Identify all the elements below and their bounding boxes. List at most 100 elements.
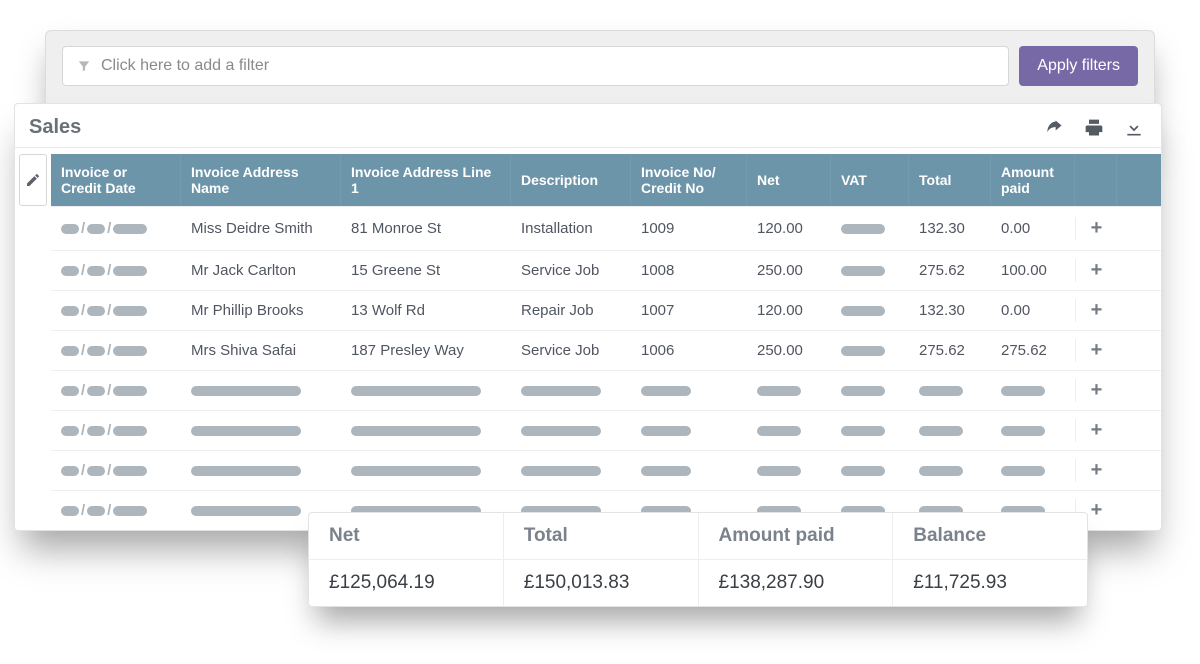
redacted-value	[919, 426, 963, 436]
redacted-value	[351, 426, 481, 436]
filter-input[interactable]: Click here to add a filter	[62, 46, 1009, 86]
redacted-value	[641, 426, 691, 436]
cell-net: 120.00	[747, 220, 831, 237]
th-net[interactable]: Net	[747, 154, 831, 206]
redacted-value	[1001, 386, 1045, 396]
cell-inv: 1006	[631, 342, 747, 359]
expand-row-button[interactable]: +	[1075, 259, 1117, 282]
summary-total-label: Total	[524, 525, 678, 547]
redacted-value	[191, 426, 301, 436]
redacted-value	[191, 506, 301, 516]
table-row[interactable]: // +	[51, 370, 1161, 410]
redacted-date: //	[61, 502, 147, 519]
cell-inv: 1009	[631, 220, 747, 237]
redacted-value	[521, 426, 601, 436]
cell-net: 120.00	[747, 302, 831, 319]
th-plus	[1075, 154, 1117, 206]
cell-desc: Installation	[511, 220, 631, 237]
print-icon[interactable]	[1083, 118, 1105, 138]
table-row[interactable]: //Miss Deidre Smith81 Monroe StInstallat…	[51, 206, 1161, 250]
summary-card: Net Total Amount paid Balance £125,064.1…	[308, 512, 1088, 607]
redacted-date: //	[61, 262, 147, 279]
panel-title: Sales	[19, 116, 1043, 139]
redacted-value	[641, 466, 691, 476]
redacted-value	[841, 266, 885, 276]
expand-row-button[interactable]: +	[1075, 339, 1117, 362]
cell-name: Mrs Shiva Safai	[181, 342, 341, 359]
th-addr[interactable]: Invoice Address Line 1	[341, 154, 511, 206]
redacted-value	[841, 386, 885, 396]
expand-row-button[interactable]: +	[1075, 217, 1117, 240]
sales-panel: Sales Invoice or Credit Date Invoice Add…	[14, 103, 1162, 531]
redacted-value	[521, 466, 601, 476]
redacted-value	[841, 346, 885, 356]
summary-bal-label: Balance	[913, 525, 1067, 547]
apply-filters-button[interactable]: Apply filters	[1019, 46, 1138, 86]
redacted-value	[757, 466, 801, 476]
table-row[interactable]: //+	[51, 450, 1161, 490]
th-name[interactable]: Invoice Address Name	[181, 154, 341, 206]
expand-row-button[interactable]: +	[1075, 379, 1117, 402]
cell-desc: Service Job	[511, 262, 631, 279]
panel-header: Sales	[15, 104, 1161, 148]
table-header: Invoice or Credit Date Invoice Address N…	[51, 154, 1161, 206]
cell-net: 250.00	[747, 342, 831, 359]
table-row[interactable]: // Mr Jack Carlton15 Greene StService Job…	[51, 250, 1161, 290]
cell-amt: 0.00	[991, 302, 1075, 319]
table-row[interactable]: //Mr Phillip Brooks13 Wolf RdRepair Job1…	[51, 290, 1161, 330]
redacted-value	[919, 466, 963, 476]
table-row[interactable]: //+	[51, 410, 1161, 450]
cell-name: Mr Phillip Brooks	[181, 302, 341, 319]
cell-total: 132.30	[909, 302, 991, 319]
redacted-value	[841, 466, 885, 476]
filter-icon	[77, 59, 91, 73]
share-icon[interactable]	[1043, 118, 1065, 138]
cell-name: Mr Jack Carlton	[181, 262, 341, 279]
redacted-value	[757, 426, 801, 436]
cell-net: 250.00	[747, 262, 831, 279]
cell-desc: Service Job	[511, 342, 631, 359]
redacted-date: //	[61, 382, 147, 399]
redacted-value	[351, 386, 481, 396]
expand-row-button[interactable]: +	[1075, 419, 1117, 442]
redacted-value	[919, 386, 963, 396]
filter-placeholder: Click here to add a filter	[101, 57, 269, 75]
th-inv[interactable]: Invoice No/ Credit No	[631, 154, 747, 206]
cell-inv: 1008	[631, 262, 747, 279]
download-icon[interactable]	[1123, 118, 1145, 138]
th-vat[interactable]: VAT	[831, 154, 909, 206]
redacted-date: //	[61, 302, 147, 319]
expand-row-button[interactable]: +	[1075, 299, 1117, 322]
cell-amt: 275.62	[991, 342, 1075, 359]
summary-bal-value: £11,725.93	[913, 572, 1067, 594]
summary-amt-label: Amount paid	[719, 525, 873, 547]
table-row[interactable]: // Mrs Shiva Safai187 Presley WayService …	[51, 330, 1161, 370]
cell-total: 275.62	[909, 262, 991, 279]
summary-net-label: Net	[329, 525, 483, 547]
cell-desc: Repair Job	[511, 302, 631, 319]
th-desc[interactable]: Description	[511, 154, 631, 206]
redacted-value	[841, 224, 885, 234]
cell-name: Miss Deidre Smith	[181, 220, 341, 237]
cell-total: 275.62	[909, 342, 991, 359]
redacted-value	[841, 306, 885, 316]
cell-addr: 187 Presley Way	[341, 342, 511, 359]
cell-total: 132.30	[909, 220, 991, 237]
cell-inv: 1007	[631, 302, 747, 319]
redacted-value	[191, 386, 301, 396]
th-amt[interactable]: Amount paid	[991, 154, 1075, 206]
panel-actions	[1043, 118, 1145, 138]
cell-addr: 15 Greene St	[341, 262, 511, 279]
redacted-date: //	[61, 342, 147, 359]
redacted-value	[841, 426, 885, 436]
summary-amt-value: £138,287.90	[719, 572, 873, 594]
expand-row-button[interactable]: +	[1075, 459, 1117, 482]
edit-columns-button[interactable]	[19, 154, 47, 206]
redacted-value	[757, 386, 801, 396]
summary-total-value: £150,013.83	[524, 572, 678, 594]
th-total[interactable]: Total	[909, 154, 991, 206]
cell-addr: 13 Wolf Rd	[341, 302, 511, 319]
redacted-value	[641, 386, 691, 396]
redacted-value	[521, 386, 601, 396]
th-date[interactable]: Invoice or Credit Date	[51, 154, 181, 206]
